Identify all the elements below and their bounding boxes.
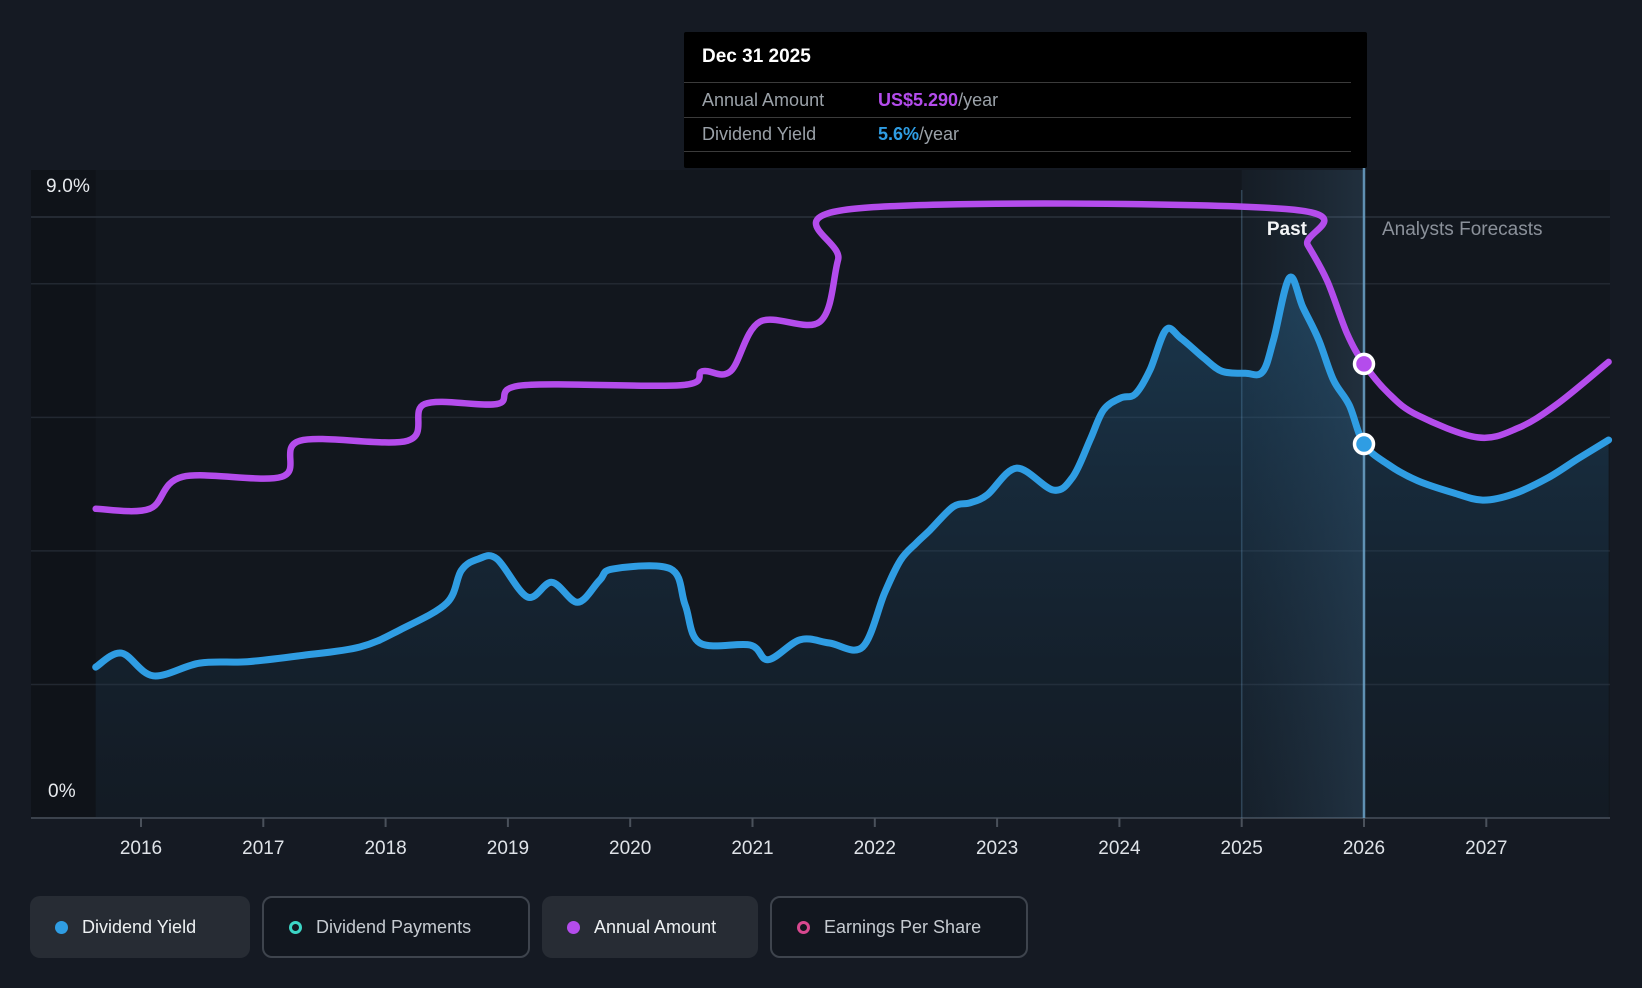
tooltip-label: Dividend Yield [702, 124, 817, 144]
x-axis-label-2027: 2027 [1465, 838, 1508, 859]
chart-tooltip: Dec 31 2025 Annual Amount US$5.290 /year… [684, 32, 1367, 168]
dividend-yield-dot-icon [55, 920, 68, 934]
x-axis-label-2023: 2023 [975, 838, 1019, 859]
y-axis-min-label: 0% [48, 781, 76, 802]
x-axis-label-2025: 2025 [1220, 838, 1263, 859]
x-axis-label-2017: 2017 [242, 838, 285, 859]
earnings-per-share-ring-icon [797, 920, 810, 934]
x-axis-label-2022: 2022 [853, 838, 896, 859]
legend-label: Annual Amount [594, 916, 717, 937]
x-axis-label-2024: 2024 [1098, 838, 1141, 859]
forecast-period-label: Analysts Forecasts [1382, 219, 1543, 240]
legend-chip-earnings-per-share[interactable]: Earnings Per Share [770, 896, 1028, 958]
tooltip-suffix: /year [919, 124, 960, 144]
y-axis-max-label: 9.0% [46, 176, 91, 197]
tooltip-value: US$5.290 [878, 89, 959, 110]
x-axis-label-2018: 2018 [364, 838, 407, 859]
legend-label: Earnings Per Share [824, 916, 982, 937]
x-axis-label-2019: 2019 [486, 838, 530, 859]
legend-label: Dividend Payments [316, 916, 472, 937]
x-axis-label-2021: 2021 [731, 838, 774, 859]
x-axis-label-2016: 2016 [119, 838, 163, 859]
annual-amount-dot-icon [567, 920, 580, 934]
legend-chip-annual-amount[interactable]: Annual Amount [542, 896, 758, 958]
legend-chip-dividend-payments[interactable]: Dividend Payments [262, 896, 530, 958]
dividend-payments-ring-icon [289, 920, 302, 934]
tooltip-label: Annual Amount [702, 89, 825, 110]
past-period-label: Past [1266, 219, 1307, 240]
tooltip-row-annual-amount: Annual Amount US$5.290 /year [684, 82, 1351, 117]
legend-label: Dividend Yield [82, 916, 197, 937]
tooltip-date: Dec 31 2025 [702, 46, 811, 67]
tooltip-suffix: /year [958, 89, 999, 110]
x-axis-label-2026: 2026 [1342, 838, 1386, 859]
legend-chip-dividend-yield[interactable]: Dividend Yield [30, 896, 250, 958]
tooltip-row-dividend-yield: Dividend Yield 5.6% /year [684, 117, 1351, 152]
x-axis-label-2020: 2020 [609, 838, 652, 859]
tooltip-value: 5.6% [878, 124, 920, 144]
